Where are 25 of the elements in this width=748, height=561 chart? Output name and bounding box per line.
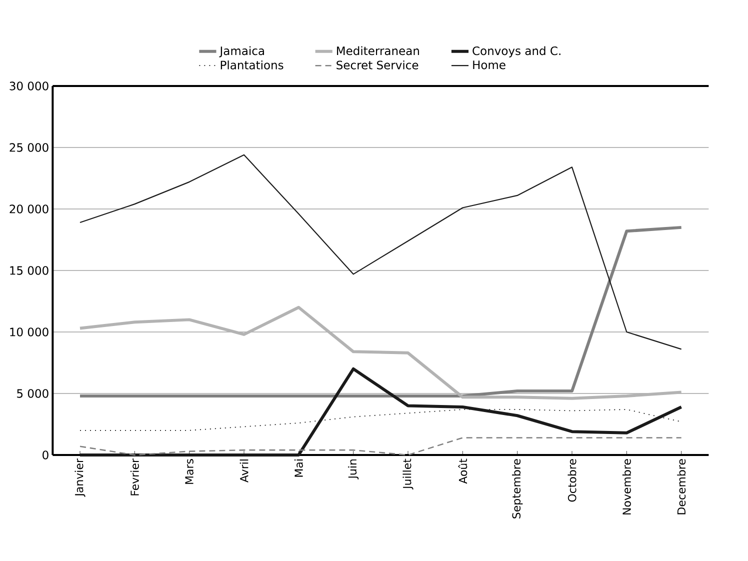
legend-label: Convoys and C. — [472, 46, 560, 58]
x-tick-label: Juillet — [402, 458, 414, 490]
y-tick-label: 0 — [42, 450, 48, 460]
x-tick-label: Août — [458, 458, 468, 484]
legend-label: Plantations — [220, 60, 284, 70]
legend-label: Secret Service — [336, 60, 418, 70]
x-tick-label: Decembre — [677, 459, 686, 514]
x-tick-label: Fevrier — [130, 458, 139, 496]
legend-label: Home — [473, 60, 506, 70]
y-tick-label: 5 000 — [17, 389, 48, 398]
x-tick-label: Janvier — [74, 458, 86, 497]
y-tick-label: 10 000 — [10, 328, 48, 336]
x-tick-label: Juin — [348, 459, 359, 480]
legend-label: Jamaica — [219, 46, 264, 58]
x-tick-label: Septembre — [512, 459, 523, 518]
y-tick-label: 15 000 — [10, 266, 48, 275]
x-tick-label: Novembre — [622, 459, 631, 514]
x-tick-label: Mars — [185, 459, 194, 484]
y-tick-label: 20 000 — [10, 204, 48, 214]
y-tick-label: 25 000 — [10, 143, 48, 152]
x-tick-label: Avril — [240, 460, 248, 482]
x-tick-label: Mai — [294, 460, 303, 477]
y-tick-label: 30 000 — [10, 82, 48, 90]
legend-label: Mediterranean — [337, 46, 419, 56]
x-tick-label: Octobre — [568, 459, 576, 502]
